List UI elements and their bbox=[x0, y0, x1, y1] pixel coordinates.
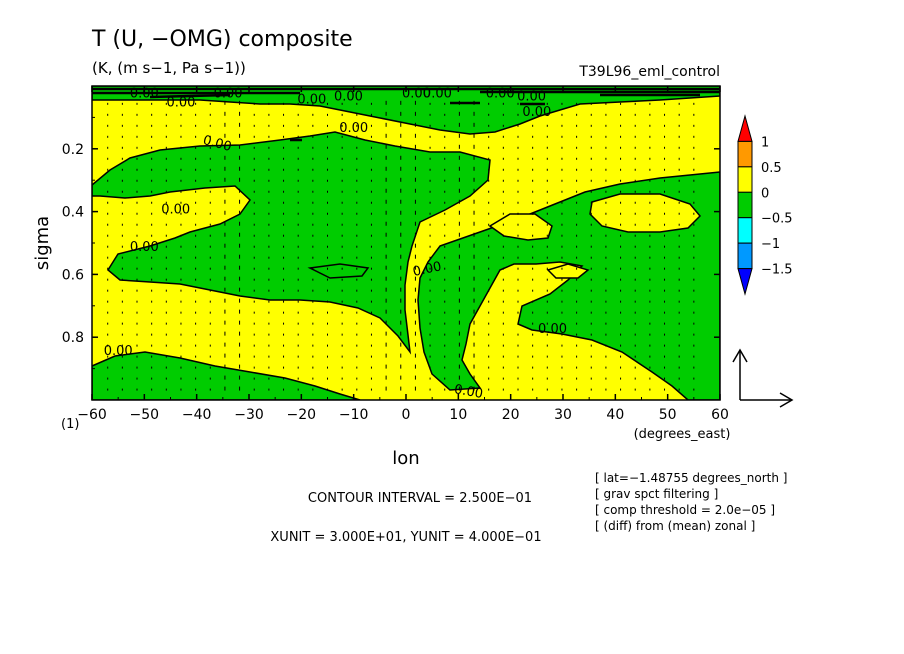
colorbar-bottom-arrow bbox=[737, 268, 753, 296]
contour-label: 0.00 bbox=[339, 121, 368, 136]
contour-label: 0.00 bbox=[214, 86, 243, 101]
x-axis-label: lon bbox=[392, 448, 419, 469]
annotation-note: [ grav spct filtering ] bbox=[595, 487, 718, 501]
x-tick-label: −30 bbox=[234, 407, 264, 423]
annotation-note: [ (diff) from (mean) zonal ] bbox=[595, 519, 755, 533]
reference-vector-vertical-head bbox=[732, 348, 748, 363]
colorbar-label: −0.5 bbox=[761, 212, 793, 227]
negative-region-left bbox=[92, 131, 491, 355]
contour-label: 0.00 bbox=[538, 322, 567, 337]
x-tick-label: −40 bbox=[182, 407, 212, 423]
contour-label: 0.00 bbox=[486, 86, 515, 101]
x-tick-label: 0 bbox=[402, 407, 411, 423]
y-tick-label: 0.2 bbox=[62, 142, 84, 158]
contour-label: 0.00 bbox=[130, 86, 159, 101]
contour-label: 0.00 bbox=[104, 344, 133, 359]
y-axis-label: sigma bbox=[32, 216, 53, 270]
reference-vector bbox=[732, 348, 794, 408]
x-tick-label: −50 bbox=[130, 407, 160, 423]
contour-label: 0.00 bbox=[130, 240, 159, 255]
x-tick-label: −60 bbox=[77, 407, 107, 423]
colorbar-segment bbox=[737, 217, 753, 244]
unit-scale-text: XUNIT = 3.000E+01, YUNIT = 4.000E−01 bbox=[270, 530, 541, 545]
annotation-note: [ lat=−1.48755 degrees_north ] bbox=[595, 471, 787, 485]
page-marker: (1) bbox=[61, 417, 79, 432]
x-tick-label: 60 bbox=[711, 407, 729, 423]
contour-labels: 0.000.000.00 0.00 0.00 0.000.00 0.00 0.000.00… bbox=[104, 86, 567, 402]
y-tick-label: 0.6 bbox=[62, 267, 84, 283]
x-tick-label: 20 bbox=[502, 407, 520, 423]
contour-label: 0.00 bbox=[334, 89, 363, 104]
x-tick-label: −10 bbox=[339, 407, 369, 423]
reference-vector-horizontal-head bbox=[779, 392, 794, 408]
positive-island-3 bbox=[546, 263, 590, 279]
negative-region-bottom bbox=[92, 351, 361, 400]
colorbar-label: −1.5 bbox=[761, 263, 793, 278]
positive-island-1 bbox=[589, 193, 702, 233]
contour-label: 0.00 bbox=[412, 259, 443, 280]
y-tick-label: 0.8 bbox=[62, 330, 84, 346]
wind-vector-field bbox=[107, 100, 695, 391]
x-tick-label: 10 bbox=[449, 407, 467, 423]
colorbar-segment bbox=[737, 166, 753, 193]
contour-label: 0.00 bbox=[522, 105, 551, 120]
colorbar-label: 0.5 bbox=[761, 161, 782, 176]
experiment-label: T39L96_eml_control bbox=[578, 64, 720, 80]
contour-label: 0.00 bbox=[423, 86, 452, 101]
chart-title: T (U, −OMG) composite bbox=[91, 27, 353, 52]
x-axis: −60 −50 −40 −30 −20 −10 0 10 20 30 40 50 60 bbox=[77, 86, 729, 423]
colorbar-segment bbox=[737, 242, 753, 270]
plot-area: 0.000.000.00 0.00 0.00 0.000.00 0.00 0.000.00… bbox=[92, 86, 720, 402]
y-axis: 0.2 0.4 0.6 0.8 bbox=[62, 116, 720, 401]
annotation-notes: [ lat=−1.48755 degrees_north ] [ grav spc… bbox=[595, 471, 787, 533]
y-tick-label: 0.4 bbox=[62, 205, 84, 221]
contour-label: 0.00 bbox=[161, 202, 190, 217]
negative-region-top bbox=[92, 86, 720, 135]
x-tick-label: 40 bbox=[606, 407, 624, 423]
contour-interval-text: CONTOUR INTERVAL = 2.500E−01 bbox=[308, 491, 532, 506]
colorbar-label: −1 bbox=[761, 237, 780, 252]
x-axis-unit-label: (degrees_east) bbox=[634, 427, 731, 442]
colorbar: 1 0.5 0 −0.5 −1 −1.5 bbox=[737, 114, 793, 296]
colorbar-segment bbox=[737, 140, 753, 168]
colorbar-segment bbox=[737, 191, 753, 219]
chart-subtitle: (K, (m s−1, Pa s−1)) bbox=[92, 59, 246, 77]
colorbar-label: 0 bbox=[761, 186, 769, 201]
positive-island-2 bbox=[488, 213, 553, 241]
x-tick-label: −20 bbox=[287, 407, 317, 423]
x-tick-label: 50 bbox=[659, 407, 677, 423]
contour-label: 0.00 bbox=[453, 382, 484, 402]
contour-label: 0.00 bbox=[402, 86, 431, 101]
contour-label: 0.00 bbox=[297, 93, 326, 108]
contour-label: 0.00 bbox=[166, 96, 195, 111]
annotation-note: [ comp threshold = 2.0e−05 ] bbox=[595, 503, 775, 517]
colorbar-top-arrow bbox=[737, 114, 753, 142]
colorbar-label: 1 bbox=[761, 135, 769, 150]
contour-label: 0.00 bbox=[517, 89, 546, 104]
negative-island-1 bbox=[307, 263, 370, 279]
x-tick-label: 30 bbox=[554, 407, 572, 423]
contour-label: 0.00 bbox=[201, 133, 233, 155]
